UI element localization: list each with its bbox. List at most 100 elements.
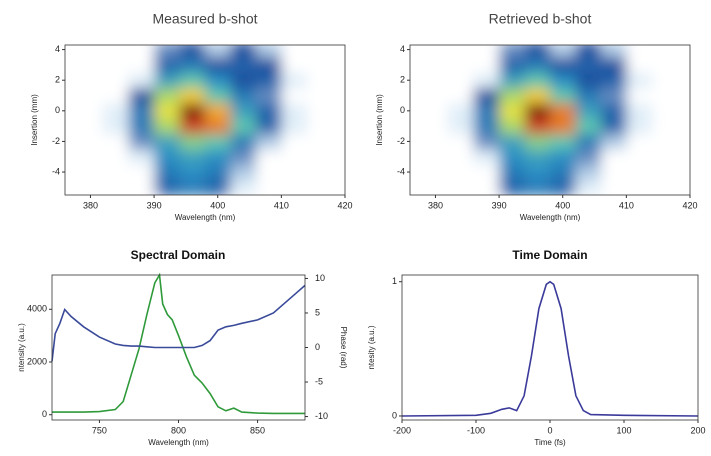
heatmap-cell: [205, 179, 231, 195]
panel-title: Retrieved b-shot: [489, 11, 592, 27]
x-tick-label: 380: [83, 200, 98, 210]
heatmap-cell: [575, 103, 602, 119]
y-axis-label: Insertion (mm): [30, 94, 39, 146]
heatmap-cell: [575, 57, 602, 74]
heatmap-cell: [422, 103, 449, 119]
heatmap-cell: [651, 149, 678, 165]
y-tick-label: 0: [400, 105, 405, 115]
heatmap-cell: [103, 72, 130, 89]
heatmap-cell: [230, 87, 257, 104]
x-tick-label: 410: [619, 200, 634, 210]
heatmap-cell: [154, 164, 181, 181]
heatmap-cell: [103, 149, 130, 165]
x-tick-label: 100: [616, 425, 631, 435]
y-tick-label: 0: [55, 105, 60, 115]
heatmap-cell: [77, 164, 104, 181]
heatmap-cell: [499, 45, 526, 58]
heatmap-cell: [103, 179, 130, 195]
heatmap-cell: [255, 103, 282, 119]
plot-frame: [64, 44, 346, 196]
heatmap-cell: [575, 133, 602, 150]
heatmap-cell: [179, 87, 206, 104]
heatmap-cell: [626, 103, 653, 119]
heatmap-cell: [448, 72, 475, 89]
heatmap-cell: [448, 45, 475, 58]
heatmap-cell: [422, 149, 449, 165]
heatmap-cell: [626, 133, 653, 150]
heatmap-cell: [103, 133, 130, 150]
heatmap: [410, 45, 690, 195]
heatmap-cell: [524, 72, 551, 89]
heatmap-cell: [77, 57, 104, 74]
heatmap-cell: [473, 57, 500, 74]
y-tick-label: -2: [52, 136, 60, 146]
heatmap-cell: [281, 164, 308, 181]
heatmap-cell: [230, 133, 257, 150]
heatmap-cell: [128, 179, 155, 195]
heatmap-cell: [77, 133, 104, 150]
heatmap-cell: [154, 118, 181, 135]
heatmap-cell: [524, 57, 551, 74]
panel-title: Spectral Domain: [131, 248, 226, 262]
heatmap-cell: [205, 164, 231, 181]
x-tick-label: 400: [210, 200, 225, 210]
heatmap-cell: [128, 87, 155, 104]
heatmap-cell: [154, 133, 181, 150]
heatmap-cell: [626, 72, 653, 89]
y2-tick-label: 10: [315, 273, 325, 283]
heatmap-cell: [281, 87, 308, 104]
x-tick-label: 850: [250, 425, 265, 435]
heatmap-cell: [524, 103, 551, 119]
heatmap-cell: [550, 118, 576, 135]
heatmap-cell: [600, 164, 627, 181]
heatmap-cell: [448, 133, 475, 150]
heatmap-cell: [205, 57, 231, 74]
heatmap-cell: [524, 45, 551, 58]
heatmap-cell: [499, 179, 526, 195]
heatmap-cell: [128, 133, 155, 150]
heatmap-cell: [154, 57, 181, 74]
y2-tick-label: -5: [315, 376, 323, 386]
heatmap-cell: [179, 133, 206, 150]
x-tick-label: -100: [467, 425, 485, 435]
series-line: [52, 272, 305, 415]
heatmap-cell: [575, 87, 602, 104]
heatmap-cell: [600, 72, 627, 89]
heatmap-cells: [77, 45, 333, 195]
y-tick-label: 0: [42, 409, 47, 419]
heatmap-cell: [255, 164, 282, 181]
y-tick-label: 4: [55, 44, 60, 54]
heatmap-cell: [422, 72, 449, 89]
y-tick-label: 2: [55, 75, 60, 85]
heatmap-cell: [600, 118, 627, 135]
heatmap-cell: [473, 87, 500, 104]
heatmap-cell: [626, 118, 653, 135]
heatmap-cell: [128, 118, 155, 135]
heatmap-cell: [179, 164, 206, 181]
heatmap-cell: [255, 179, 282, 195]
heatmap-cell: [550, 72, 576, 89]
heatmap-cell: [626, 149, 653, 165]
panel: Retrieved b-shot 380 390 400 410 420 -4 -2 0 2 4 Wa…: [375, 11, 697, 222]
heatmap-cell: [575, 164, 602, 181]
heatmap-cell: [205, 103, 231, 119]
heatmap-cell: [154, 45, 181, 58]
heatmap-cell: [422, 45, 449, 58]
heatmap-cell: [179, 45, 206, 58]
heatmap-cell: [499, 133, 526, 150]
heatmap-cell: [230, 164, 257, 181]
heatmap-cell: [306, 133, 333, 150]
heatmap-cells: [422, 45, 678, 195]
x-axis-label: Time (fs): [534, 438, 566, 447]
heatmap-cell: [499, 87, 526, 104]
heatmap-cell: [651, 45, 678, 58]
heatmap-cell: [154, 72, 181, 89]
heatmap-cell: [550, 164, 576, 181]
heatmap: [65, 45, 345, 195]
heatmap-cell: [626, 179, 653, 195]
heatmap-cell: [499, 103, 526, 119]
heatmap-cell: [499, 149, 526, 165]
x-tick-label: 420: [337, 200, 352, 210]
heatmap-cell: [255, 118, 282, 135]
heatmap-cell: [205, 118, 231, 135]
